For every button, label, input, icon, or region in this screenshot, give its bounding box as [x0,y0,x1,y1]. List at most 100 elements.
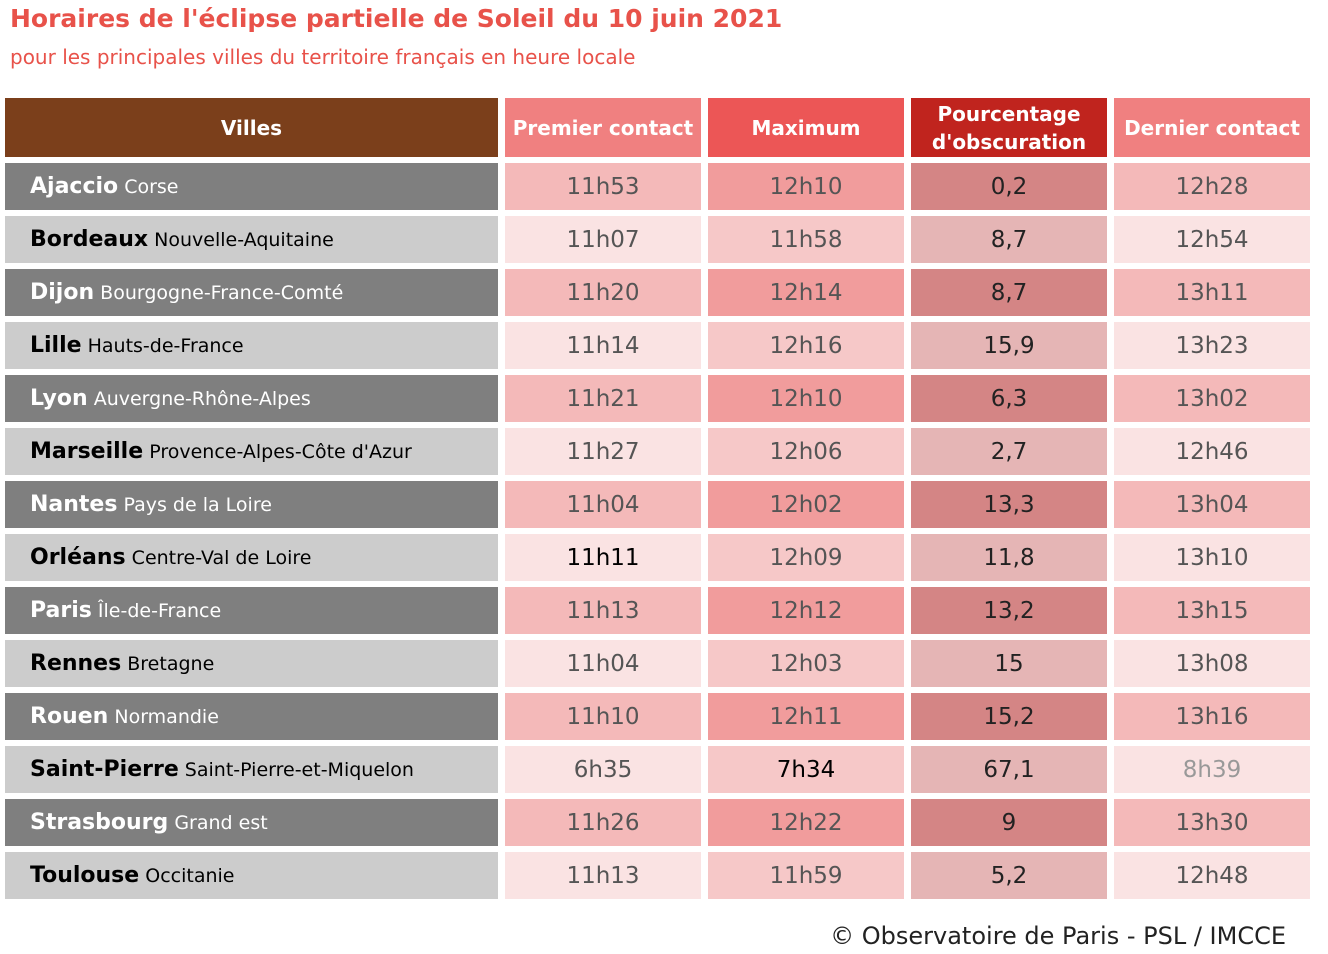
premier-cell: 11h26 [505,799,701,846]
premier-cell: 11h10 [505,693,701,740]
city-name: Rennes [30,651,122,676]
table-row: Bordeaux Nouvelle-Aquitaine 11h07 11h58 8,7… [5,216,1310,263]
table-row: Paris Île-de-France 11h13 12h12 13,2 13h15 [5,587,1310,634]
pourcentage-cell: 6,3 [911,375,1107,422]
dernier-cell: 13h11 [1114,269,1310,316]
dernier-cell: 12h28 [1114,163,1310,210]
table-row: Marseille Provence-Alpes-Côte d'Azur 11h2… [5,428,1310,475]
city-cell: Saint-Pierre Saint-Pierre-et-Miquelon [5,746,498,793]
header-pourcentage: Pourcentage d'obscuration [911,98,1107,157]
table-row: Ajaccio Corse 11h53 12h10 0,2 12h28 [5,163,1310,210]
table-row: Toulouse Occitanie 11h13 11h59 5,2 12h48 [5,852,1310,899]
table-row: Dijon Bourgogne-France-Comté 11h20 12h14 8,… [5,269,1310,316]
region-name: Hauts-de-France [87,335,244,357]
city-name: Ajaccio [30,174,119,199]
premier-cell: 11h13 [505,587,701,634]
header-maximum: Maximum [708,98,904,157]
premier-cell: 11h53 [505,163,701,210]
city-name: Saint-Pierre [30,757,179,782]
page-title: Horaires de l'éclipse partielle de Solei… [10,4,783,33]
premier-cell: 11h13 [505,852,701,899]
table-row: Rouen Normandie 11h10 12h11 15,2 13h16 [5,693,1310,740]
dernier-cell: 13h04 [1114,481,1310,528]
dernier-cell: 13h30 [1114,799,1310,846]
city-name: Nantes [30,492,118,517]
table-row: Nantes Pays de la Loire 11h04 12h02 13,3 13h… [5,481,1310,528]
premier-cell: 11h07 [505,216,701,263]
pourcentage-cell: 15,2 [911,693,1107,740]
pourcentage-cell: 67,1 [911,746,1107,793]
maximum-cell: 12h22 [708,799,904,846]
city-cell: Ajaccio Corse [5,163,498,210]
maximum-cell: 12h12 [708,587,904,634]
maximum-cell: 12h09 [708,534,904,581]
dernier-cell: 8h39 [1114,746,1310,793]
city-cell: Toulouse Occitanie [5,852,498,899]
dernier-cell: 12h54 [1114,216,1310,263]
dernier-cell: 12h46 [1114,428,1310,475]
maximum-cell: 7h34 [708,746,904,793]
city-name: Marseille [30,439,144,464]
header-dernier-contact: Dernier contact [1114,98,1310,157]
dernier-cell: 13h23 [1114,322,1310,369]
premier-cell: 11h04 [505,640,701,687]
pourcentage-cell: 8,7 [911,269,1107,316]
maximum-cell: 11h59 [708,852,904,899]
premier-cell: 11h20 [505,269,701,316]
premier-cell: 6h35 [505,746,701,793]
pourcentage-cell: 5,2 [911,852,1107,899]
region-name: Saint-Pierre-et-Miquelon [184,759,414,781]
dernier-cell: 12h48 [1114,852,1310,899]
premier-cell: 11h11 [505,534,701,581]
dernier-cell: 13h02 [1114,375,1310,422]
region-name: Grand est [174,812,268,834]
pourcentage-cell: 15,9 [911,322,1107,369]
region-name: Occitanie [145,865,235,887]
city-name: Lille [30,333,82,358]
region-name: Bretagne [127,653,215,675]
maximum-cell: 11h58 [708,216,904,263]
city-cell: Paris Île-de-France [5,587,498,634]
city-name: Lyon [30,386,88,411]
pourcentage-cell: 11,8 [911,534,1107,581]
table-row: Lyon Auvergne-Rhône-Alpes 11h21 12h10 6,3 13… [5,375,1310,422]
city-name: Toulouse [30,863,140,888]
table-row: Lille Hauts-de-France 11h14 12h16 15,9 13h23 [5,322,1310,369]
eclipse-table: Villes Premier contact Maximum Pourcenta… [0,92,1317,905]
city-name: Rouen [30,704,109,729]
maximum-cell: 12h16 [708,322,904,369]
city-cell: Lille Hauts-de-France [5,322,498,369]
city-name: Strasbourg [30,810,169,835]
premier-cell: 11h21 [505,375,701,422]
region-name: Bourgogne-France-Comté [100,282,344,304]
table-row: Strasbourg Grand est 11h26 12h22 9 13h30 [5,799,1310,846]
table-row: Rennes Bretagne 11h04 12h03 15 13h08 [5,640,1310,687]
city-cell: Marseille Provence-Alpes-Côte d'Azur [5,428,498,475]
page-subtitle: pour les principales villes du territoir… [10,45,636,69]
premier-cell: 11h27 [505,428,701,475]
maximum-cell: 12h02 [708,481,904,528]
city-name: Bordeaux [30,227,149,252]
maximum-cell: 12h06 [708,428,904,475]
premier-cell: 11h04 [505,481,701,528]
pourcentage-cell: 8,7 [911,216,1107,263]
pourcentage-cell: 2,7 [911,428,1107,475]
maximum-cell: 12h11 [708,693,904,740]
header-premier-contact: Premier contact [505,98,701,157]
maximum-cell: 12h03 [708,640,904,687]
copyright: © Observatoire de Paris - PSL / IMCCE [830,922,1286,950]
city-cell: Nantes Pays de la Loire [5,481,498,528]
city-cell: Rouen Normandie [5,693,498,740]
pourcentage-cell: 13,2 [911,587,1107,634]
city-cell: Lyon Auvergne-Rhône-Alpes [5,375,498,422]
table-row: Orléans Centre-Val de Loire 11h11 12h09 11,… [5,534,1310,581]
table-row: Saint-Pierre Saint-Pierre-et-Miquelon 6h3… [5,746,1310,793]
dernier-cell: 13h10 [1114,534,1310,581]
pourcentage-cell: 9 [911,799,1107,846]
region-name: Nouvelle-Aquitaine [154,229,334,251]
region-name: Normandie [114,706,219,728]
city-name: Orléans [30,545,126,570]
header-villes: Villes [5,98,498,157]
city-cell: Strasbourg Grand est [5,799,498,846]
pourcentage-cell: 15 [911,640,1107,687]
